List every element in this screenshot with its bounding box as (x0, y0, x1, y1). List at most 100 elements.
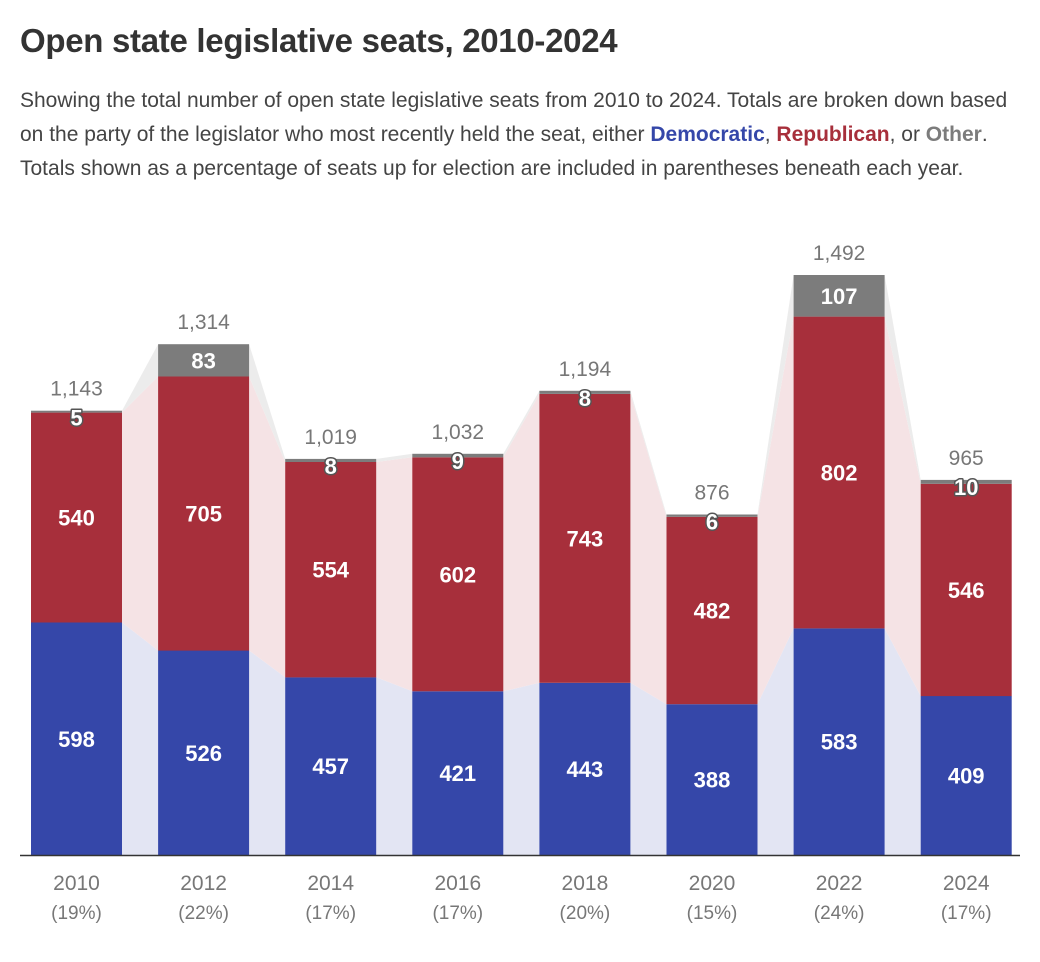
chart-title: Open state legislative seats, 2010-2024 (20, 22, 618, 59)
connector-republican-2018 (630, 394, 667, 705)
desc-text-1: Showing the total number of open state l… (20, 89, 1008, 146)
label-other-2020: 6 (706, 510, 718, 535)
bar-democratic-2024 (920, 696, 1012, 855)
desc-text-2: , (764, 123, 777, 146)
connector-republican-2020 (757, 316, 794, 705)
bar-republican-2010 (31, 412, 122, 623)
x-tick-2014: 2014 (307, 872, 354, 895)
x-tick-2020: 2020 (689, 872, 736, 895)
connector-republican-2022 (884, 316, 921, 696)
bar-other-2018 (539, 390, 631, 394)
label-democratic-2018: 443 (567, 757, 604, 782)
label-republican-2024: 546 (948, 578, 985, 603)
x-sublabel-2010: (19%) (51, 903, 102, 924)
bar-republican-2020 (666, 516, 758, 705)
label-republican-2010: 540 (58, 506, 95, 531)
connector-republican-2016 (503, 394, 540, 692)
label-republican-2018: 743 (567, 526, 604, 551)
label-republican-2022: 802 (821, 461, 858, 486)
connector-democratic-2010 (122, 622, 159, 855)
legend-democratic: Democratic (650, 123, 765, 146)
connector-other-2012 (249, 344, 286, 462)
x-sublabel-2022: (24%) (814, 903, 865, 924)
x-tick-2018: 2018 (562, 872, 609, 895)
total-label-2020: 876 (694, 482, 729, 505)
bar-republican-2018 (539, 394, 631, 683)
label-republican-2012: 705 (185, 502, 222, 527)
connector-republican-2010 (122, 376, 159, 651)
label-republican-2020: 482 (694, 599, 731, 624)
connector-republican-2012 (249, 376, 286, 678)
connector-other-2016 (503, 390, 540, 458)
bar-republican-2022 (793, 316, 885, 629)
bar-democratic-2014 (285, 677, 377, 855)
bar-republican-2024 (920, 483, 1012, 697)
bar-republican-2014 (285, 462, 377, 678)
label-other-2014: 8 (325, 454, 337, 479)
x-sublabel-2018: (20%) (560, 903, 611, 924)
legend-other: Other (925, 123, 982, 146)
label-republican-2014: 554 (312, 558, 349, 583)
bar-democratic-2012 (158, 650, 250, 855)
label-other-2010: 5 (70, 406, 82, 431)
connector-democratic-2020 (757, 628, 794, 855)
x-tick-2012: 2012 (180, 872, 227, 895)
bar-democratic-2018 (539, 682, 631, 855)
connector-democratic-2018 (630, 682, 667, 855)
bar-democratic-2022 (793, 628, 885, 855)
connector-other-2010 (122, 344, 159, 413)
bar-other-2012 (158, 344, 250, 377)
label-republican-2016: 602 (439, 562, 476, 587)
desc-text-3: , or (889, 123, 926, 146)
total-label-2010: 1,143 (50, 378, 103, 401)
label-other-2024: 10 (954, 475, 978, 500)
label-democratic-2024: 409 (948, 764, 985, 789)
legend-republican: Republican (776, 123, 890, 146)
connector-other-2022 (884, 275, 921, 484)
label-democratic-2012: 526 (185, 741, 222, 766)
bar-other-2020 (666, 514, 758, 517)
x-tick-2016: 2016 (434, 872, 481, 895)
total-label-2014: 1,019 (304, 426, 357, 449)
connector-democratic-2012 (249, 650, 286, 855)
x-sublabel-2024: (17%) (941, 903, 992, 924)
total-label-2012: 1,314 (177, 311, 230, 334)
bar-other-2016 (412, 453, 504, 458)
label-democratic-2016: 421 (439, 761, 476, 786)
label-other-2018: 8 (579, 386, 591, 411)
total-label-2016: 1,032 (432, 421, 485, 444)
label-democratic-2022: 583 (821, 730, 858, 755)
total-label-2024: 965 (949, 447, 984, 470)
label-other-2022: 107 (821, 284, 858, 309)
total-label-2022: 1,492 (813, 242, 866, 265)
x-sublabel-2014: (17%) (305, 903, 356, 924)
bar-republican-2012 (158, 376, 250, 651)
x-sublabel-2012: (22%) (178, 903, 229, 924)
connector-other-2020 (757, 275, 794, 517)
connector-democratic-2016 (503, 682, 540, 855)
chart-description: Showing the total number of open state l… (20, 84, 1025, 186)
label-democratic-2020: 388 (694, 768, 731, 793)
bar-democratic-2010 (31, 622, 122, 855)
connector-democratic-2014 (376, 677, 413, 855)
bar-democratic-2020 (666, 704, 758, 855)
total-label-2018: 1,194 (559, 358, 612, 381)
desc-text-4: . Totals shown as a percentage of seats … (20, 123, 988, 180)
x-tick-2010: 2010 (53, 872, 100, 895)
connector-republican-2014 (376, 457, 413, 692)
label-democratic-2014: 457 (312, 754, 349, 779)
x-tick-2024: 2024 (943, 872, 990, 895)
connector-democratic-2022 (884, 628, 921, 855)
bar-democratic-2016 (412, 691, 504, 855)
connector-other-2018 (630, 390, 667, 517)
x-sublabel-2016: (17%) (432, 903, 483, 924)
bar-other-2010 (31, 410, 122, 413)
label-democratic-2010: 598 (58, 727, 95, 752)
bar-other-2024 (920, 479, 1012, 484)
x-tick-2022: 2022 (816, 872, 863, 895)
label-other-2012: 83 (191, 348, 215, 373)
bar-other-2022 (793, 275, 885, 317)
bar-republican-2016 (412, 457, 504, 692)
